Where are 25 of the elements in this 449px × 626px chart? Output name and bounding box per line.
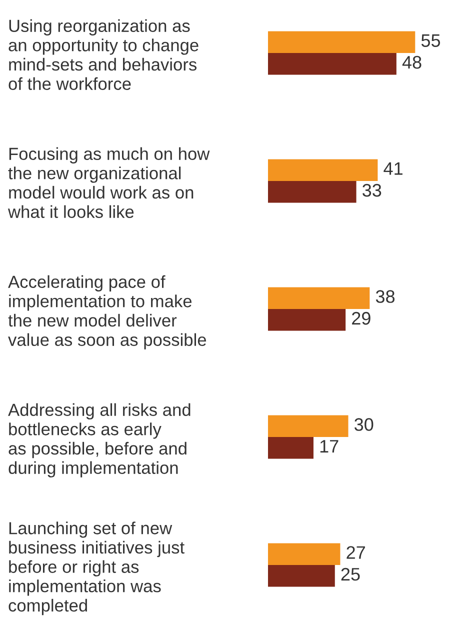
data-label: 38 — [376, 290, 395, 303]
data-label: 25 — [341, 568, 360, 581]
bar — [268, 180, 356, 203]
y-tick-label: Launching set of new business initiatives just before or right as implementation was completed — [8, 522, 184, 616]
data-label: 17 — [320, 440, 338, 453]
data-label: 41 — [384, 162, 402, 175]
y-tick-label: Addressing all risks and bottlenecks as early as possible, before and during implementation — [8, 403, 190, 478]
bar — [268, 287, 370, 309]
data-label: 55 — [421, 34, 440, 47]
bar — [268, 436, 314, 459]
y-tick-label: Accelerating pace of implementation to make the new model deliver value as soon as possible — [8, 275, 206, 350]
data-label: 27 — [346, 546, 365, 559]
bar — [268, 543, 340, 565]
y-tick-label: Focusing as much on how the new organizational model would work as on what it looks like — [8, 147, 210, 218]
bar — [268, 52, 396, 75]
data-label: 29 — [352, 312, 370, 325]
bar — [268, 159, 378, 181]
bar — [268, 415, 348, 437]
data-label: 30 — [354, 418, 374, 431]
bar — [268, 308, 346, 331]
bar — [268, 31, 416, 53]
bar — [268, 564, 335, 587]
data-label: 33 — [362, 184, 382, 197]
y-tick-label: Using reorganization as an opportunity to change mind-sets and behaviors of the workforce — [8, 19, 198, 90]
data-label: 48 — [402, 56, 422, 69]
